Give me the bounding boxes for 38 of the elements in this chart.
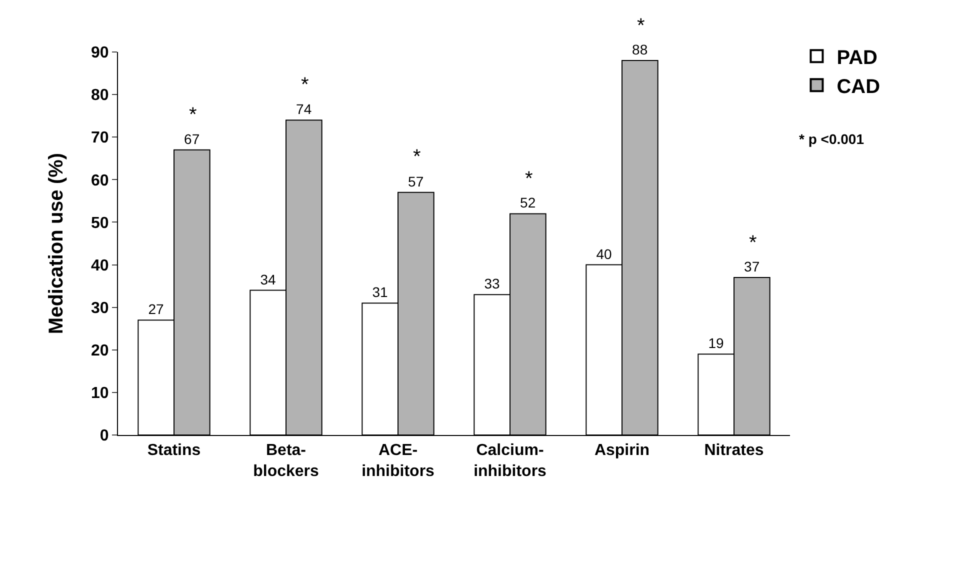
x-tick-label: Nitrates [704, 442, 764, 460]
data-label: 27 [148, 301, 164, 318]
annotation: * [189, 104, 197, 126]
x-tick-label: Aspirin [594, 442, 650, 460]
y-tick-label: 50 [91, 214, 109, 232]
annotation: * [525, 168, 533, 190]
data-label: 34 [260, 271, 276, 288]
data-label: 37 [744, 258, 760, 275]
data-label: 57 [408, 173, 424, 190]
data-label: 33 [484, 276, 500, 292]
x-tick-label: Calcium- inhibitors [474, 442, 547, 480]
x-tick-label: Beta- blockers [253, 442, 320, 480]
text: * [637, 15, 645, 37]
y-axis-title: Medication use (%) [46, 152, 68, 334]
legend-label: PAD [836, 46, 878, 69]
text: * p <0.001 [799, 131, 864, 147]
data-label: 40 [596, 246, 612, 262]
y-tick-label: 90 [91, 44, 109, 62]
y-tick-label: 70 [91, 130, 109, 147]
data-label: 31 [372, 284, 388, 300]
data-label: 88 [632, 42, 648, 58]
y-tick-label: 40 [91, 257, 109, 274]
annotation: * [749, 232, 757, 254]
y-tick-label: 30 [91, 300, 109, 317]
annotation: * [301, 74, 309, 96]
y-tick-label: 0 [100, 428, 109, 445]
annotation: * [413, 146, 421, 168]
data-label: 19 [708, 335, 724, 352]
data-label: 67 [184, 130, 200, 147]
data-label: 74 [296, 101, 312, 118]
legend-label: CAD [836, 76, 880, 98]
x-tick-label: Statins [147, 442, 201, 460]
data-label: 52 [520, 194, 536, 211]
y-tick-label: 80 [91, 87, 109, 104]
y-tick-label: 20 [91, 342, 109, 360]
x-tick-label: ACE- inhibitors [362, 442, 435, 480]
y-tick-label: 60 [91, 172, 109, 190]
y-tick-label: 10 [91, 385, 109, 402]
